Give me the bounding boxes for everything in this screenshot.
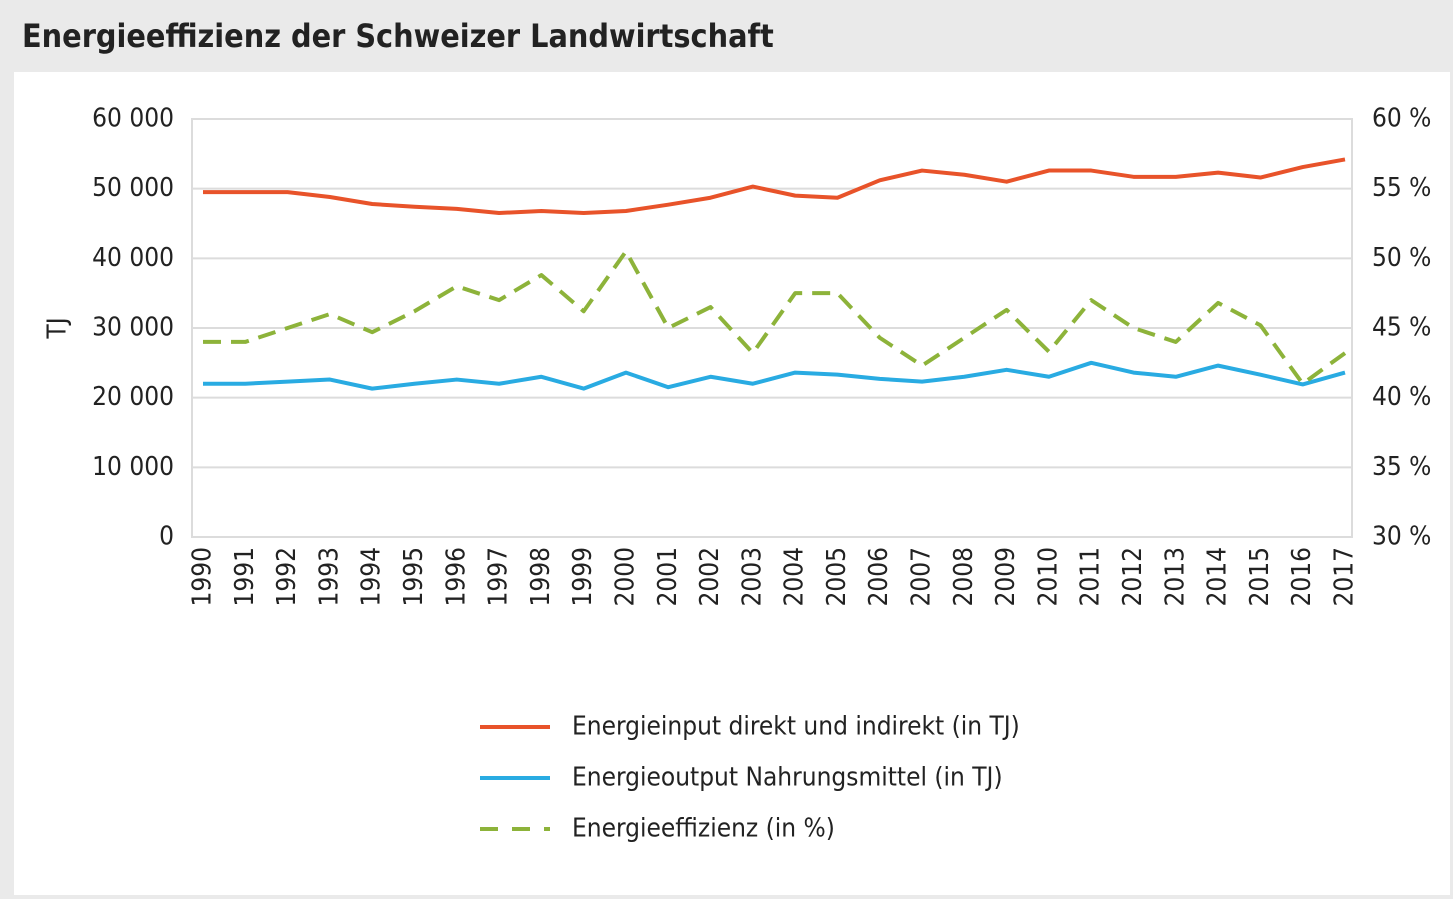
x-tick-label: 1992 (272, 547, 302, 607)
x-tick-label: 2017 (1330, 547, 1360, 607)
y-tick-label: 0 (159, 522, 174, 552)
x-tick-label: 1994 (357, 547, 387, 607)
y-tick-label: 30 000 (92, 313, 174, 343)
x-tick-label: 1997 (484, 547, 514, 607)
y2-tick-label: 40 % (1372, 382, 1431, 412)
x-tick-label: 2004 (780, 547, 810, 607)
series-line (203, 249, 1347, 386)
x-tick-label: 2005 (822, 547, 852, 607)
x-tick-label: 2016 (1287, 547, 1317, 607)
y-tick-label: 10 000 (92, 452, 174, 482)
legend-label: Energieoutput Nahrungsmittel (in TJ) (572, 763, 1003, 793)
y2-tick-label: 60 % (1372, 104, 1431, 134)
legend-label: Energieeffizienz (in %) (572, 814, 835, 844)
x-tick-label: 1995 (399, 547, 429, 607)
x-tick-label: 2011 (1076, 547, 1106, 607)
x-tick-label: 2007 (907, 547, 937, 607)
chart-title: Energieeffizienz der Schweizer Landwirts… (22, 17, 774, 55)
x-tick-label: 1996 (441, 547, 471, 607)
x-tick-label: 1991 (230, 547, 260, 607)
x-tick-label: 2008 (949, 547, 979, 607)
x-tick-label: 2010 (1033, 547, 1063, 607)
x-tick-label: 1999 (568, 547, 598, 607)
x-tick-label: 2012 (1118, 547, 1148, 607)
x-tick-label: 1998 (526, 547, 556, 607)
y-tick-label: 20 000 (92, 382, 174, 412)
y-tick-label: 50 000 (92, 173, 174, 203)
y2-tick-label: 55 % (1372, 173, 1431, 203)
panel (14, 72, 1450, 895)
x-tick-label: 1993 (314, 547, 344, 607)
y-tick-label: 40 000 (92, 243, 174, 273)
x-tick-label: 2002 (695, 547, 725, 607)
series-line (203, 360, 1346, 391)
x-tick-label: 2013 (1160, 547, 1190, 607)
series-line (203, 157, 1346, 216)
x-tick-label: 2009 (991, 547, 1021, 607)
x-tick-label: 2003 (737, 547, 767, 607)
y-axis-label: TJ (43, 317, 73, 339)
x-tick-label: 2014 (1203, 547, 1233, 607)
y2-tick-label: 50 % (1372, 243, 1431, 273)
y-tick-label: 60 000 (92, 104, 174, 134)
x-tick-label: 2015 (1245, 547, 1275, 607)
y2-tick-label: 45 % (1372, 313, 1431, 343)
x-tick-label: 1990 (188, 547, 218, 607)
y2-tick-label: 35 % (1372, 452, 1431, 482)
x-tick-label: 2001 (653, 547, 683, 607)
legend-label: Energieinput direkt und indirekt (in TJ) (572, 712, 1020, 742)
x-tick-label: 2006 (864, 547, 894, 607)
x-tick-label: 2000 (610, 547, 640, 607)
y2-tick-label: 30 % (1372, 522, 1431, 552)
